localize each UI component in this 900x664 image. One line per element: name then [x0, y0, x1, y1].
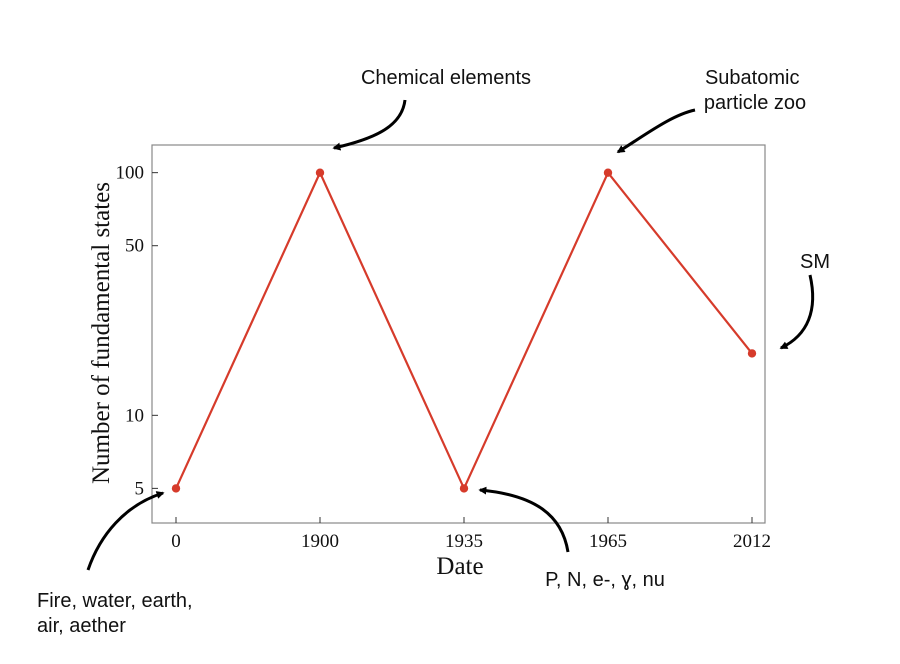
x-tick-label: 2012: [733, 531, 771, 552]
data-point: [459, 484, 469, 493]
data-point: [171, 484, 181, 493]
annotation-label-2012: SM: [800, 251, 830, 273]
data-point: [747, 349, 757, 358]
x-tick-label: 1900: [301, 531, 339, 552]
y-tick-label: 10: [125, 405, 144, 426]
plot-frame: [151, 144, 766, 524]
y-tick-label: 100: [116, 163, 145, 184]
annotation-label-1965: Subatomic particle zoo: [704, 67, 806, 114]
data-point: [603, 168, 613, 177]
y-tick-label: 5: [135, 478, 145, 499]
x-tick-label: 0: [171, 531, 181, 552]
x-axis-ticks: 0 1900 1935 1965 2012: [171, 517, 771, 552]
annotation-arrow-1935: [478, 486, 570, 553]
annotation-label-1935: P, N, e-, ɣ, nu: [545, 569, 665, 591]
x-tick-label: 1935: [445, 531, 483, 552]
annotation-label-1900: Chemical elements: [361, 67, 531, 89]
annotation-arrow-2012: [779, 274, 815, 350]
series-layer: [171, 168, 757, 493]
x-axis-title: Date: [436, 553, 483, 580]
x-tick-label: 1965: [589, 531, 627, 552]
annotation-label-0: Fire, water, earth, air, aether: [37, 590, 198, 637]
series-line: [174, 170, 753, 492]
data-point: [315, 168, 325, 177]
annotation-arrow-0: [86, 491, 165, 571]
annotation-arrow-1900: [332, 99, 407, 151]
y-axis-title: Number of fundamental states: [88, 182, 115, 484]
annotation-arrow-1965: [616, 108, 696, 154]
y-tick-label: 50: [125, 236, 144, 257]
y-axis-ticks: 5 10 50 100: [116, 163, 158, 499]
